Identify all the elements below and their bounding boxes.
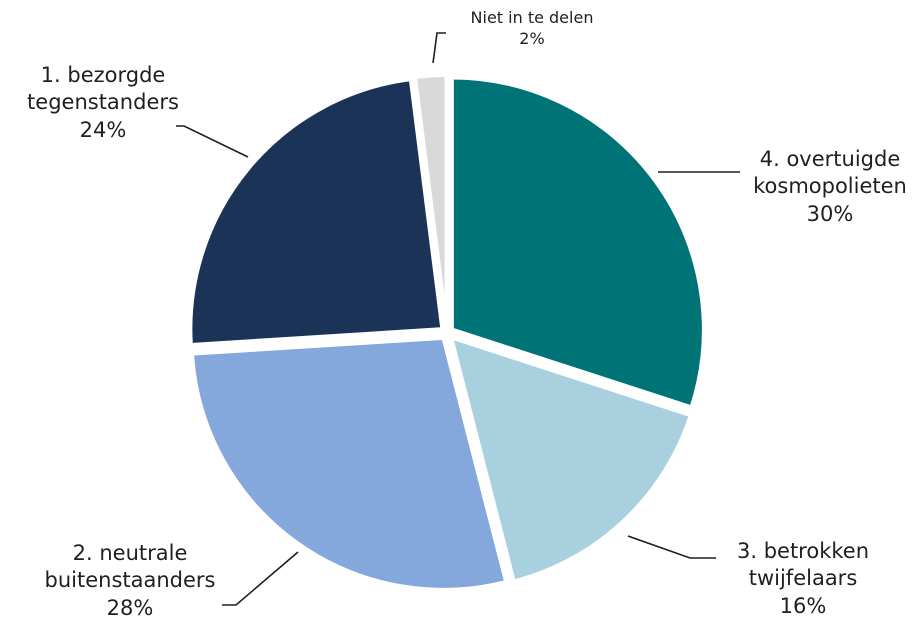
pie-slice-5 xyxy=(412,73,449,328)
leader-line-3 xyxy=(222,551,299,606)
leader-line-4 xyxy=(176,125,249,158)
leader-line-2 xyxy=(627,535,716,559)
label-buitenstaanders: 2. neutrale buitenstaanders 28% xyxy=(44,541,216,620)
label-kosmopolieten: 4. overtuigde kosmopolieten 30% xyxy=(753,147,907,226)
label-twijfelaars: 3. betrokken twijfelaars 16% xyxy=(736,539,870,618)
pie-slice-2 xyxy=(448,334,694,584)
pie-slice-1 xyxy=(449,75,706,410)
label-tegenstanders: 1. bezorgde tegenstanders 24% xyxy=(27,63,179,142)
label-niet-in-te-delen: Niet in te delen 2% xyxy=(470,8,594,48)
pie-slice-3 xyxy=(189,335,509,592)
leader-line-5 xyxy=(432,32,446,64)
pie-slice-4 xyxy=(188,76,445,348)
